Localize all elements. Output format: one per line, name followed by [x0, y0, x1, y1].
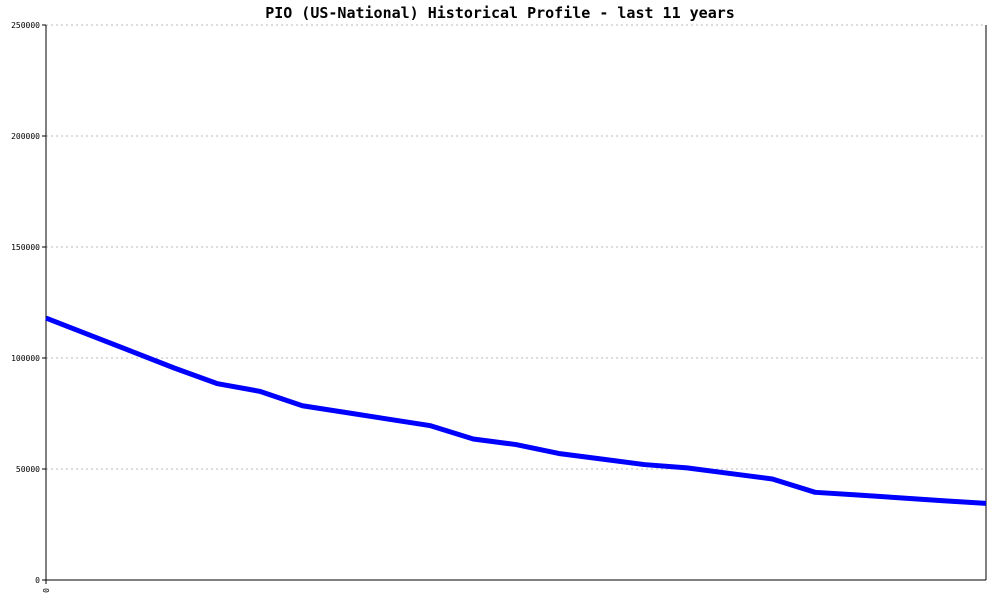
y-tick-label: 0: [35, 576, 40, 585]
y-tick-label: 50000: [16, 465, 40, 474]
x-tick-label: 0: [42, 588, 51, 593]
y-tick-label: 250000: [11, 21, 40, 30]
y-tick-label: 200000: [11, 132, 40, 141]
y-tick-label: 100000: [11, 354, 40, 363]
chart-title: PIO (US-National) Historical Profile - l…: [265, 4, 735, 22]
line-series: [45, 315, 987, 506]
y-tick-label: 150000: [11, 243, 40, 252]
